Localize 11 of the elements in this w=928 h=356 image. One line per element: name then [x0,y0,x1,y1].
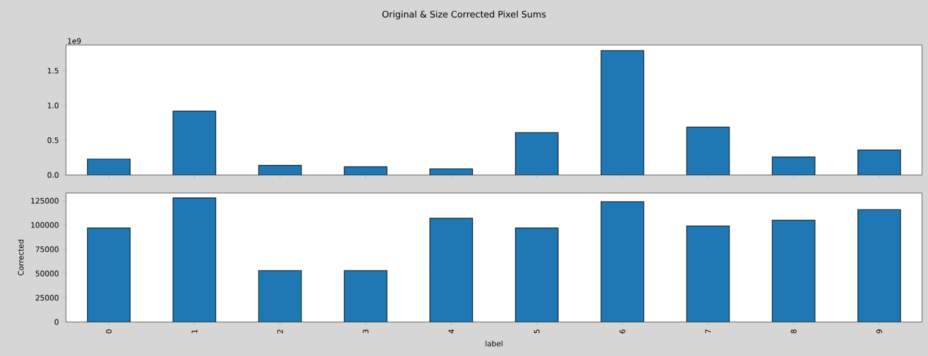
bar [515,228,559,322]
bar [858,209,901,322]
bar [258,270,302,322]
bar [87,228,131,322]
chart-title: Original & Size Corrected Pixel Sums [382,10,546,20]
bar [344,270,388,322]
bar [172,198,216,322]
bar [600,201,644,322]
bar [772,220,816,322]
bar [686,226,730,322]
bar [430,218,473,322]
